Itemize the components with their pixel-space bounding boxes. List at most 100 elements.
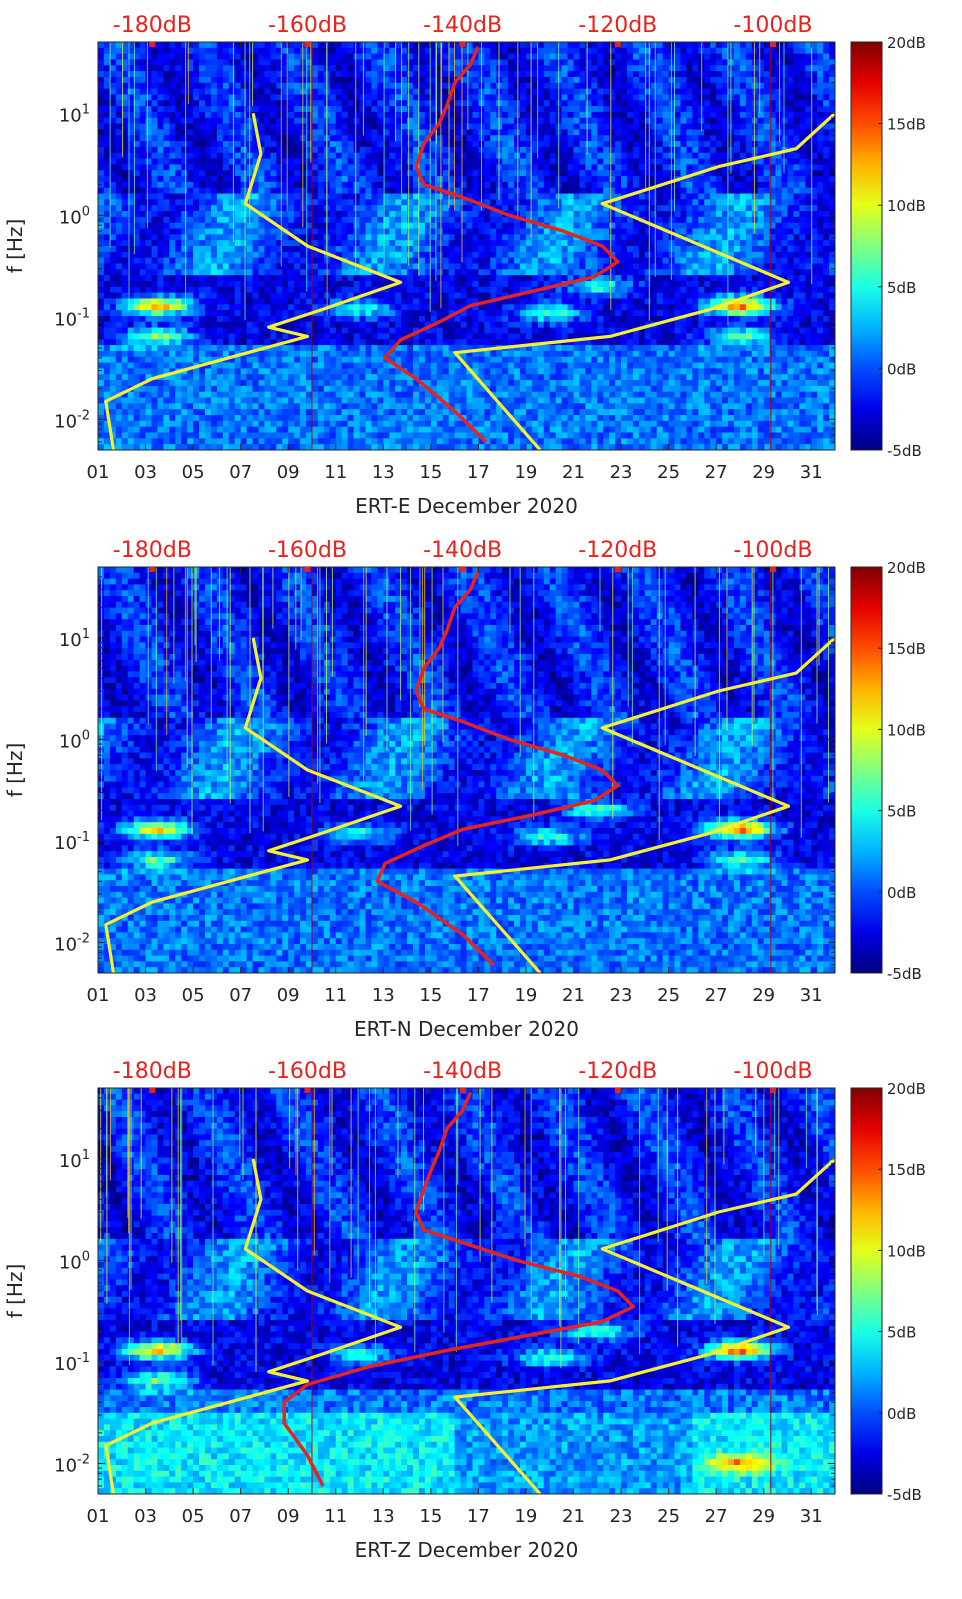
- top-axis-label: -100dB: [733, 13, 812, 38]
- x-tick-label: 07: [229, 1506, 252, 1527]
- x-tick-label: 09: [277, 1506, 300, 1527]
- y-tick-label: 10-2: [54, 1452, 90, 1476]
- x-tick-label: 23: [610, 985, 633, 1006]
- colorbar-tick-label: 20dB: [887, 1080, 926, 1098]
- x-tick-label: 15: [419, 985, 442, 1006]
- y-tick-label: 100: [59, 728, 90, 752]
- x-tick-label: 23: [610, 1506, 633, 1527]
- x-tick-label: 17: [467, 985, 490, 1006]
- x-tick-label: 19: [514, 462, 537, 483]
- top-axis-label: -180dB: [113, 13, 192, 38]
- noise-model-low-curve: [104, 1158, 403, 1494]
- heatmap-cells: [98, 567, 835, 973]
- y-tick-label: 10-2: [54, 408, 90, 432]
- x-tick-label: 13: [372, 462, 395, 483]
- median-psd-curve: [383, 46, 620, 444]
- x-tick-label: 25: [657, 462, 680, 483]
- x-tick-label: 15: [419, 462, 442, 483]
- heatmap-cells: [98, 1088, 835, 1494]
- x-tick-label: 11: [324, 985, 347, 1006]
- top-axis-label: -120dB: [578, 538, 657, 563]
- x-axis-label: ERT-N December 2020: [354, 1017, 579, 1041]
- x-tick-label: 25: [657, 1506, 680, 1527]
- x-tick-label: 21: [562, 985, 585, 1006]
- x-tick-label: 09: [277, 462, 300, 483]
- colorbar-tick-label: -5dB: [887, 1486, 922, 1504]
- x-tick-label: 31: [800, 1506, 823, 1527]
- spectrogram-panel-3: 01 03 05 07 09 11 13 15 17 19 21 23 25 27 29 31 ERT-Z De…: [3, 1059, 926, 1562]
- x-tick-label: 13: [372, 1506, 395, 1527]
- colorbar: [850, 41, 883, 451]
- x-tick-label: 07: [229, 462, 252, 483]
- y-axis-label: f [Hz]: [3, 219, 27, 274]
- top-axis-label: -100dB: [733, 538, 812, 563]
- x-tick-label: 05: [182, 985, 205, 1006]
- y-axis-label: f [Hz]: [3, 743, 27, 798]
- colorbar-tick-label: 15dB: [887, 640, 926, 658]
- colorbar-tick-label: 0dB: [887, 884, 916, 902]
- y-tick-label: 100: [59, 204, 90, 228]
- colorbar-tick-label: 10dB: [887, 1242, 926, 1260]
- top-axis-label: -140dB: [423, 13, 502, 38]
- x-tick-label: 25: [657, 985, 680, 1006]
- x-tick-label: 01: [87, 1506, 110, 1527]
- y-axis-label: f [Hz]: [3, 1264, 27, 1319]
- x-tick-label: 29: [752, 985, 775, 1006]
- x-tick-label: 01: [87, 985, 110, 1006]
- top-axis-label: -140dB: [423, 1059, 502, 1084]
- colorbar-tick-label: 15dB: [887, 116, 926, 134]
- noise-model-high-curve: [453, 636, 835, 973]
- x-tick-label: 31: [800, 985, 823, 1006]
- y-tick-label: 100: [59, 1249, 90, 1273]
- x-tick-label: 27: [705, 1506, 728, 1527]
- y-tick-label: 10-1: [54, 1351, 90, 1375]
- x-tick-label: 19: [514, 1506, 537, 1527]
- top-axis-label: -120dB: [578, 1059, 657, 1084]
- spectrogram-panel-1: 01 03 05 07 09 11 13 15 17 19 21 23 25 27 29 31 ERT-E De…: [3, 13, 926, 518]
- spectrogram-panel-2: 01 03 05 07 09 11 13 15 17 19 21 23 25 27 29 31 ERT-N De…: [3, 538, 926, 1041]
- colorbar-tick-label: 0dB: [887, 360, 916, 378]
- colorbar-tick-label: 10dB: [887, 721, 926, 739]
- colorbar-tick-label: 0dB: [887, 1405, 916, 1423]
- colorbar-tick-label: -5dB: [887, 965, 922, 983]
- x-tick-label: 17: [467, 462, 490, 483]
- x-tick-label: 03: [134, 985, 157, 1006]
- colorbar-tick-label: 5dB: [887, 279, 916, 297]
- colorbar-tick-label: 15dB: [887, 1161, 926, 1179]
- x-tick-label: 13: [372, 985, 395, 1006]
- noise-model-low-curve: [104, 113, 403, 450]
- x-tick-label: 09: [277, 985, 300, 1006]
- x-tick-label: 03: [134, 462, 157, 483]
- top-axis-label: -140dB: [423, 538, 502, 563]
- x-tick-label: 31: [800, 462, 823, 483]
- heatmap-cells: [98, 42, 835, 450]
- y-tick-label: 10-1: [54, 830, 90, 854]
- y-tick-label: 101: [59, 102, 90, 126]
- noise-model-high-curve: [453, 112, 835, 450]
- colorbar: [850, 1087, 883, 1495]
- x-tick-label: 11: [324, 462, 347, 483]
- y-tick-label: 101: [59, 1148, 90, 1172]
- colorbar-tick-label: -5dB: [887, 442, 922, 460]
- colorbar-tick-label: 5dB: [887, 1324, 916, 1342]
- colorbar-tick-label: 20dB: [887, 559, 926, 577]
- x-tick-label: 03: [134, 1506, 157, 1527]
- y-tick-label: 101: [59, 627, 90, 651]
- x-tick-label: 17: [467, 1506, 490, 1527]
- x-tick-label: 19: [514, 985, 537, 1006]
- top-axis-label: -160dB: [268, 538, 347, 563]
- median-psd-curve: [375, 570, 620, 967]
- x-tick-label: 01: [87, 462, 110, 483]
- colorbar-tick-label: 5dB: [887, 803, 916, 821]
- y-tick-label: 10-2: [54, 931, 90, 955]
- x-tick-label: 29: [752, 462, 775, 483]
- y-tick-label: 10-1: [54, 306, 90, 330]
- x-tick-label: 05: [182, 1506, 205, 1527]
- top-axis-label: -180dB: [113, 538, 192, 563]
- x-tick-label: 15: [419, 1506, 442, 1527]
- x-tick-label: 11: [324, 1506, 347, 1527]
- x-tick-label: 23: [610, 462, 633, 483]
- top-axis-label: -120dB: [578, 13, 657, 38]
- x-tick-label: 07: [229, 985, 252, 1006]
